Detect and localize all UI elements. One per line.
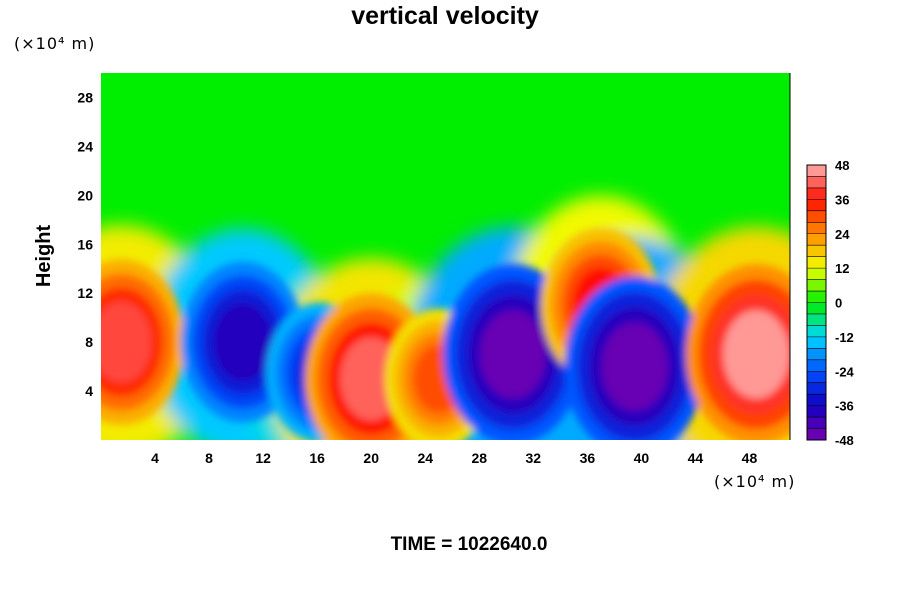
x-tick-label: 4 [151,450,159,466]
colorbar-band [807,371,826,384]
y-axis-label: Height [33,225,55,288]
colorbar-tick-label: 36 [835,192,849,207]
x-tick-label: 20 [363,450,379,466]
x-tick-label: 32 [526,450,542,466]
field-feature [213,302,272,382]
x-tick-label: 44 [688,450,704,466]
x-tick-label: 28 [471,450,487,466]
colorbar-tick-label: -24 [835,364,855,379]
y-axis-unit: (×10⁴ m) [14,34,95,53]
colorbar-band [807,199,826,212]
x-axis-ticks: 4 8 12 16 20 24 28 32 36 40 44 48 [151,450,757,466]
field-feature [480,310,547,399]
colorbar-band [807,233,826,246]
colorbar-tick-label: 24 [835,227,850,242]
colorbar-band [807,417,826,430]
y-tick-label: 16 [77,236,93,252]
field-feature [723,310,790,399]
colorbar-band [807,428,826,441]
x-tick-label: 16 [309,450,325,466]
colorbar: 48 36 24 12 0 -12 -24 -36 -48 [806,158,855,448]
y-tick-label: 12 [77,285,93,301]
colorbar-band [807,268,826,281]
colorbar-tick-label: -12 [835,330,854,345]
y-tick-label: 20 [77,187,93,203]
colorbar-band [807,336,826,349]
colorbar-band [807,348,826,361]
colorbar-tick-label: -36 [835,399,854,414]
colorbar-band [807,382,826,395]
colorbar-band [807,302,826,315]
colorbar-band [807,256,826,269]
colorbar-band [807,279,826,292]
chart-title: vertical velocity [351,2,539,30]
colorbar-tick-label: 48 [835,158,849,173]
field-feature [601,322,668,411]
colorbar-band [807,313,826,326]
x-tick-label: 8 [205,450,213,466]
colorbar-band [807,245,826,258]
colorbar-band [807,222,826,235]
colorbar-band [807,291,826,303]
time-label: TIME = 1022640.0 [391,534,548,555]
y-tick-label: 28 [77,89,93,105]
x-tick-label: 24 [417,450,433,466]
colorbar-tick-label: 0 [835,296,842,311]
y-tick-label: 8 [85,334,93,350]
plot-area [101,73,790,440]
x-axis-unit: (×10⁴ m) [714,472,795,491]
velocity-field [101,227,790,440]
colorbar-band [807,165,826,177]
x-tick-label: 12 [255,450,271,466]
colorbar-frame [806,164,827,441]
x-tick-label: 36 [580,450,596,466]
y-tick-label: 24 [77,138,93,154]
x-tick-label: 40 [634,450,650,466]
colorbar-band [807,176,826,189]
colorbar-band [807,394,826,407]
colorbar-tick-label: 12 [835,261,849,276]
field-feature [101,301,152,383]
colorbar-band [807,187,826,200]
field-feature [340,337,403,421]
x-tick-label: 48 [742,450,758,466]
colorbar-band [807,359,826,372]
colorbar-tick-label: -48 [835,433,854,448]
y-axis-ticks: 4 8 12 16 20 24 28 [77,89,93,399]
colorbar-band [807,210,826,223]
y-tick-label: 4 [85,383,93,399]
colorbar-band [807,405,826,418]
colorbar-band [807,325,826,338]
